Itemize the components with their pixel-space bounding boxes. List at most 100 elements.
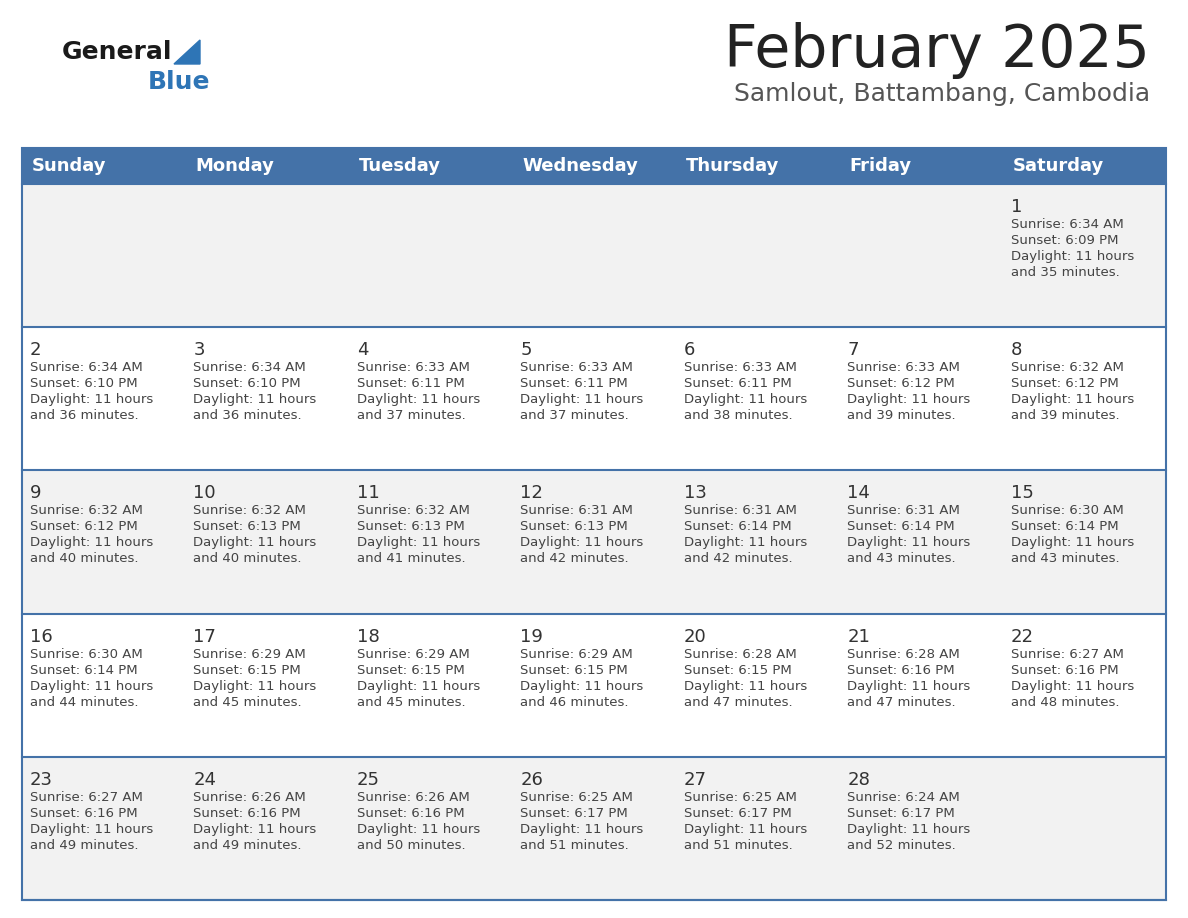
Text: 2: 2 — [30, 341, 42, 359]
Text: and 41 minutes.: and 41 minutes. — [356, 553, 466, 565]
Text: Sunset: 6:12 PM: Sunset: 6:12 PM — [1011, 377, 1118, 390]
Text: and 52 minutes.: and 52 minutes. — [847, 839, 956, 852]
Text: Daylight: 11 hours: Daylight: 11 hours — [847, 393, 971, 406]
Text: Sunset: 6:11 PM: Sunset: 6:11 PM — [684, 377, 791, 390]
Text: Sunset: 6:15 PM: Sunset: 6:15 PM — [194, 664, 302, 677]
Text: Sunrise: 6:26 AM: Sunrise: 6:26 AM — [194, 790, 307, 804]
Text: Sunrise: 6:28 AM: Sunrise: 6:28 AM — [684, 647, 796, 661]
Text: 17: 17 — [194, 628, 216, 645]
Text: Sunrise: 6:31 AM: Sunrise: 6:31 AM — [847, 504, 960, 518]
Text: Daylight: 11 hours: Daylight: 11 hours — [520, 823, 644, 835]
Text: Sunset: 6:09 PM: Sunset: 6:09 PM — [1011, 234, 1118, 247]
Text: Daylight: 11 hours: Daylight: 11 hours — [520, 679, 644, 692]
Text: Sunset: 6:16 PM: Sunset: 6:16 PM — [30, 807, 138, 820]
Text: Sunrise: 6:24 AM: Sunrise: 6:24 AM — [847, 790, 960, 804]
Polygon shape — [173, 40, 200, 64]
Text: Sunrise: 6:34 AM: Sunrise: 6:34 AM — [1011, 218, 1124, 231]
Text: Daylight: 11 hours: Daylight: 11 hours — [1011, 250, 1133, 263]
Text: and 47 minutes.: and 47 minutes. — [684, 696, 792, 709]
Text: and 51 minutes.: and 51 minutes. — [520, 839, 628, 852]
Text: Daylight: 11 hours: Daylight: 11 hours — [194, 823, 317, 835]
Text: Blue: Blue — [148, 70, 210, 94]
Text: Daylight: 11 hours: Daylight: 11 hours — [684, 679, 807, 692]
Text: Daylight: 11 hours: Daylight: 11 hours — [194, 679, 317, 692]
Text: 20: 20 — [684, 628, 707, 645]
Text: 9: 9 — [30, 485, 42, 502]
Text: Daylight: 11 hours: Daylight: 11 hours — [194, 393, 317, 406]
Text: and 45 minutes.: and 45 minutes. — [356, 696, 466, 709]
Text: Sunset: 6:11 PM: Sunset: 6:11 PM — [520, 377, 628, 390]
Text: and 45 minutes.: and 45 minutes. — [194, 696, 302, 709]
Text: Daylight: 11 hours: Daylight: 11 hours — [356, 536, 480, 549]
Text: Sunset: 6:17 PM: Sunset: 6:17 PM — [520, 807, 628, 820]
Text: Sunrise: 6:29 AM: Sunrise: 6:29 AM — [520, 647, 633, 661]
Text: and 35 minutes.: and 35 minutes. — [1011, 266, 1119, 279]
Text: Daylight: 11 hours: Daylight: 11 hours — [684, 393, 807, 406]
Text: 24: 24 — [194, 771, 216, 789]
Text: Thursday: Thursday — [685, 157, 779, 175]
Text: 7: 7 — [847, 341, 859, 359]
Text: Daylight: 11 hours: Daylight: 11 hours — [1011, 679, 1133, 692]
Text: 4: 4 — [356, 341, 368, 359]
Text: 13: 13 — [684, 485, 707, 502]
Text: Wednesday: Wednesday — [523, 157, 638, 175]
Text: 19: 19 — [520, 628, 543, 645]
Text: 12: 12 — [520, 485, 543, 502]
Text: Sunset: 6:15 PM: Sunset: 6:15 PM — [684, 664, 791, 677]
Text: 3: 3 — [194, 341, 204, 359]
Text: and 42 minutes.: and 42 minutes. — [520, 553, 628, 565]
Text: Sunrise: 6:31 AM: Sunrise: 6:31 AM — [684, 504, 797, 518]
Text: Sunset: 6:16 PM: Sunset: 6:16 PM — [356, 807, 465, 820]
Text: Sunrise: 6:34 AM: Sunrise: 6:34 AM — [194, 361, 307, 375]
Text: Saturday: Saturday — [1012, 157, 1104, 175]
Text: 18: 18 — [356, 628, 380, 645]
Text: Daylight: 11 hours: Daylight: 11 hours — [1011, 393, 1133, 406]
Text: Daylight: 11 hours: Daylight: 11 hours — [847, 536, 971, 549]
Text: Daylight: 11 hours: Daylight: 11 hours — [520, 536, 644, 549]
Text: and 49 minutes.: and 49 minutes. — [30, 839, 139, 852]
Text: Daylight: 11 hours: Daylight: 11 hours — [684, 536, 807, 549]
Text: and 36 minutes.: and 36 minutes. — [194, 409, 302, 422]
Text: Sunset: 6:16 PM: Sunset: 6:16 PM — [194, 807, 301, 820]
Text: 5: 5 — [520, 341, 532, 359]
Text: Sunrise: 6:33 AM: Sunrise: 6:33 AM — [847, 361, 960, 375]
Text: 8: 8 — [1011, 341, 1022, 359]
Text: and 39 minutes.: and 39 minutes. — [847, 409, 956, 422]
Text: Sunrise: 6:32 AM: Sunrise: 6:32 AM — [30, 504, 143, 518]
Text: 14: 14 — [847, 485, 870, 502]
Bar — [23, 148, 1165, 184]
Text: Sunset: 6:10 PM: Sunset: 6:10 PM — [30, 377, 138, 390]
Text: February 2025: February 2025 — [725, 22, 1150, 79]
Text: Sunset: 6:13 PM: Sunset: 6:13 PM — [520, 521, 628, 533]
Text: Daylight: 11 hours: Daylight: 11 hours — [356, 393, 480, 406]
Bar — [23, 756, 1165, 900]
Text: 15: 15 — [1011, 485, 1034, 502]
Text: and 37 minutes.: and 37 minutes. — [356, 409, 466, 422]
Text: and 39 minutes.: and 39 minutes. — [1011, 409, 1119, 422]
Text: and 46 minutes.: and 46 minutes. — [520, 696, 628, 709]
Text: General: General — [62, 40, 172, 64]
Text: Sunset: 6:17 PM: Sunset: 6:17 PM — [847, 807, 955, 820]
Bar — [23, 327, 1165, 470]
Bar — [23, 148, 1165, 900]
Text: and 51 minutes.: and 51 minutes. — [684, 839, 792, 852]
Bar — [23, 470, 1165, 613]
Text: 28: 28 — [847, 771, 870, 789]
Text: 25: 25 — [356, 771, 380, 789]
Text: Tuesday: Tuesday — [359, 157, 441, 175]
Text: Sunrise: 6:27 AM: Sunrise: 6:27 AM — [1011, 647, 1124, 661]
Text: Sunrise: 6:32 AM: Sunrise: 6:32 AM — [194, 504, 307, 518]
Text: Daylight: 11 hours: Daylight: 11 hours — [194, 536, 317, 549]
Text: Sunday: Sunday — [32, 157, 107, 175]
Text: and 43 minutes.: and 43 minutes. — [847, 553, 956, 565]
Text: 21: 21 — [847, 628, 870, 645]
Text: Sunrise: 6:32 AM: Sunrise: 6:32 AM — [356, 504, 469, 518]
Text: and 47 minutes.: and 47 minutes. — [847, 696, 956, 709]
Text: Daylight: 11 hours: Daylight: 11 hours — [30, 679, 153, 692]
Text: Friday: Friday — [849, 157, 911, 175]
Text: Sunset: 6:16 PM: Sunset: 6:16 PM — [1011, 664, 1118, 677]
Text: Sunset: 6:11 PM: Sunset: 6:11 PM — [356, 377, 465, 390]
Text: and 49 minutes.: and 49 minutes. — [194, 839, 302, 852]
Text: and 38 minutes.: and 38 minutes. — [684, 409, 792, 422]
Text: and 48 minutes.: and 48 minutes. — [1011, 696, 1119, 709]
